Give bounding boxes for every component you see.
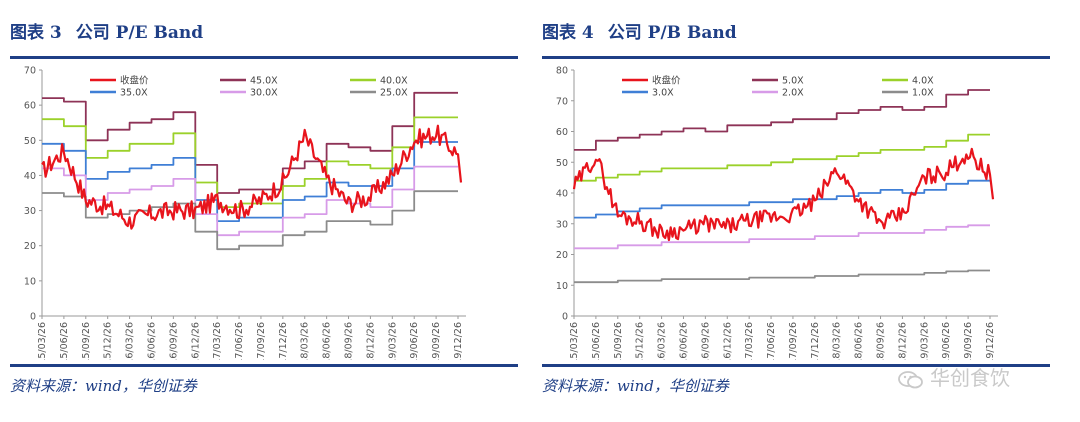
x-tick-label: 17/12/26 [810,322,821,360]
x-tick-label: 19/06/26 [409,322,420,360]
x-tick-label: 15/03/26 [569,322,580,360]
figure-name: 公司 P/E Band [75,23,204,43]
x-tick-label: 15/06/26 [59,322,70,360]
x-tick-label: 15/12/26 [103,322,114,360]
series-line-1.0X [574,269,990,284]
pb-band-chart: 0 10 20 30 40 50 60 70 80 15/03/26 15/06/26 15/09/2… [556,66,998,360]
y-tick-label: 10 [24,276,36,287]
x-tick-label: 18/12/26 [365,322,376,360]
series-line-40.0X [42,116,458,208]
figure-title: 图表 4 公司 P/B Band [542,18,751,43]
pb-band-panel: 图表 4 公司 P/B Band 0 10 20 30 40 50 60 70 80 15/03/2… [542,0,1062,422]
x-tick-label: 18/12/26 [897,322,908,360]
series-line-30.0X [42,165,458,237]
legend-label: 2.0X [782,88,804,99]
legend-label: 35.0X [120,88,148,99]
legend-label: 5.0X [782,76,804,87]
x-tick-label: 16/09/26 [700,322,711,360]
x-tick-label: 17/06/26 [234,322,245,360]
x-tick-label: 17/09/26 [256,322,267,360]
x-tick-label: 19/12/26 [453,322,464,360]
x-tick-label: 16/12/26 [722,322,733,360]
legend-label: 4.0X [912,76,934,87]
x-tick-label: 17/12/26 [278,322,289,360]
series-line-45.0X [42,91,458,194]
x-tick-label: 16/03/26 [125,322,136,360]
legend-label: 收盘价 [120,75,149,87]
figure-label: 图表 4 [542,23,594,43]
y-tick-label: 0 [30,312,36,323]
title-rule [10,56,518,59]
y-tick-label: 20 [24,241,36,252]
x-tick-label: 19/09/26 [963,322,974,360]
pe-band-chart: 0 10 20 30 40 50 60 70 15/03/26 15/06/26 15/09/26 1… [24,66,466,360]
y-tick-label: 30 [556,219,568,230]
source-rule [542,364,1050,367]
series-line-4.0X [574,133,990,182]
y-tick-label: 60 [556,127,568,138]
watermark: 华创食饮 [898,362,1010,391]
wechat-icon [898,370,923,388]
x-tick-label: 15/09/26 [613,322,624,360]
x-tick-label: 17/09/26 [788,322,799,360]
y-tick-label: 10 [556,281,568,292]
source-rule [10,364,518,367]
legend-label: 3.0X [652,88,674,99]
y-tick-label: 40 [24,171,36,182]
x-tick-label: 19/06/26 [941,322,952,360]
pe-band-panel: 图表 3 公司 P/E Band 0 10 20 30 40 50 60 70 15/03/26 1… [10,0,530,422]
watermark-text: 华创食饮 [930,366,1010,390]
figure-label: 图表 3 [10,23,62,43]
y-tick-label: 30 [24,206,36,217]
x-tick-label: 15/06/26 [591,322,602,360]
x-tick-label: 17/03/26 [212,322,223,360]
series-line-收盘价 [41,124,463,230]
y-tick-label: 80 [556,66,568,77]
x-tick-label: 16/12/26 [190,322,201,360]
x-tick-label: 18/09/26 [876,322,887,360]
x-tick-label: 19/03/26 [387,322,398,360]
x-tick-label: 18/06/26 [322,322,333,360]
x-tick-label: 15/09/26 [81,322,92,360]
x-tick-label: 18/09/26 [344,322,355,360]
x-tick-label: 16/06/26 [146,322,157,360]
y-tick-label: 40 [556,189,568,200]
x-tick-label: 18/06/26 [854,322,865,360]
x-tick-label: 19/12/26 [985,322,996,360]
figure-title: 图表 3 公司 P/E Band [10,18,217,43]
y-tick-label: 0 [562,312,568,323]
y-tick-label: 50 [556,158,568,169]
series-line-25.0X [42,190,458,251]
x-tick-label: 19/03/26 [919,322,930,360]
title-rule [542,56,1050,59]
legend-label: 1.0X [912,88,934,99]
x-tick-label: 18/03/26 [300,322,311,360]
legend-label: 40.0X [380,76,408,87]
x-tick-label: 15/12/26 [635,322,646,360]
x-tick-label: 16/06/26 [678,322,689,360]
figure-name: 公司 P/B Band [607,23,737,43]
x-tick-label: 17/03/26 [744,322,755,360]
x-tick-label: 17/06/26 [766,322,777,360]
legend-label: 30.0X [250,88,278,99]
y-tick-label: 70 [556,96,568,107]
legend-label: 25.0X [380,88,408,99]
y-tick-label: 70 [24,66,36,77]
series-line-5.0X [574,89,990,151]
x-tick-label: 19/09/26 [431,322,442,360]
y-tick-label: 20 [556,250,568,261]
legend-label: 45.0X [250,76,278,87]
x-tick-label: 16/09/26 [168,322,179,360]
y-tick-label: 50 [24,136,36,147]
y-tick-label: 60 [24,101,36,112]
series-line-3.0X [574,179,990,219]
series-line-2.0X [574,224,990,250]
x-tick-label: 15/03/26 [37,322,48,360]
x-tick-label: 16/03/26 [657,322,668,360]
source-note: 资料来源：wind，华创证券 [10,377,197,395]
x-tick-label: 18/03/26 [832,322,843,360]
legend-label: 收盘价 [652,75,681,87]
source-note: 资料来源：wind，华创证券 [542,377,729,395]
series-line-收盘价 [572,147,995,242]
